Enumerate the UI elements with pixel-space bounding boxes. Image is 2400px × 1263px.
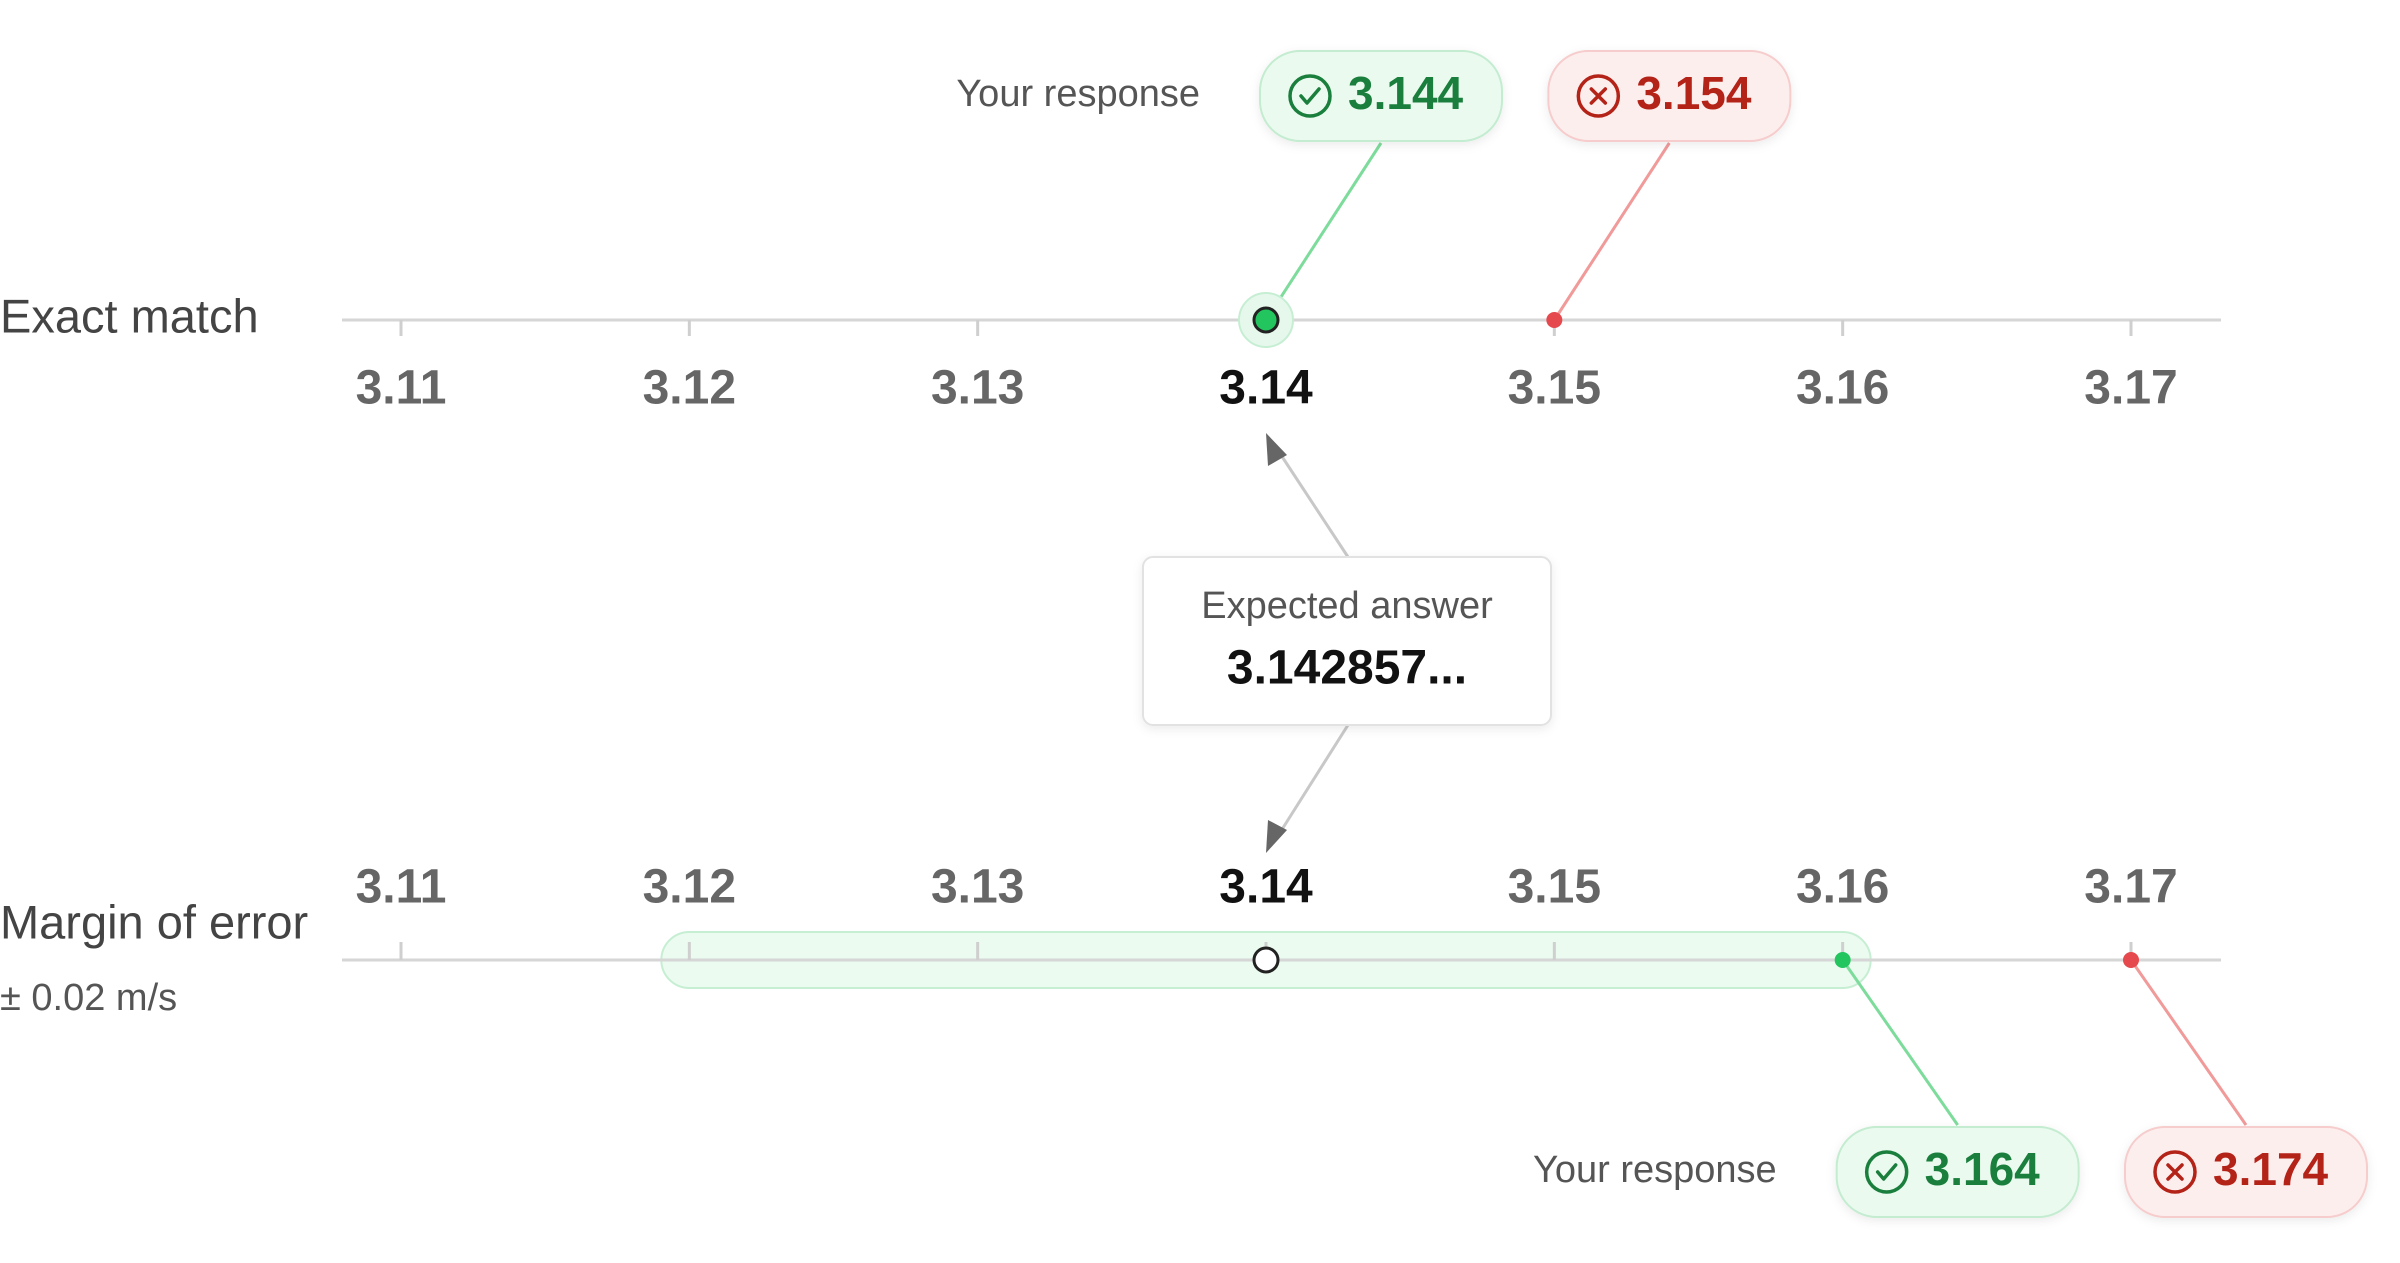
tick-label: 3.13 [931, 362, 1024, 415]
response-pill [2124, 1126, 2368, 1218]
response-dot [1252, 306, 1280, 334]
status-icon [1288, 74, 1332, 118]
scale-label: Margin of error [0, 895, 308, 948]
arrow-head [1266, 433, 1287, 466]
status-icon [2153, 1150, 2197, 1194]
response-label: Your response [956, 73, 1200, 115]
tick-label: 3.13 [931, 861, 1024, 914]
response-pill [1547, 50, 1792, 142]
scale-label: Exact match [0, 289, 259, 342]
tick-label: 3.11 [356, 861, 447, 914]
response-label: Your response [1533, 1149, 1777, 1191]
tick-label: 3.17 [2084, 362, 2177, 415]
connector [2129, 959, 2248, 1126]
scale-sublabel: ± 0.02 m/s [0, 977, 177, 1019]
arrow-line [1279, 724, 1350, 832]
response-dot [2123, 952, 2139, 968]
connector [1841, 959, 1959, 1126]
connector [1264, 142, 1383, 321]
status-icon [1576, 74, 1621, 118]
expected-box [1142, 556, 1552, 726]
tick-label: 3.11 [356, 362, 447, 415]
response-dot [1834, 952, 1851, 968]
check-icon [1875, 1163, 1898, 1181]
check-icon [1299, 87, 1321, 105]
expected-value: 3.142857... [1227, 642, 1467, 695]
response-dot [1546, 312, 1563, 328]
tick-label: 3.12 [643, 362, 736, 415]
expected-marker [1252, 946, 1280, 974]
x-icon [1589, 87, 1608, 105]
response-pill [1259, 50, 1503, 142]
arrow-head [1266, 820, 1287, 853]
response-value: 3.154 [1636, 67, 1752, 119]
tick-label: 3.15 [1508, 861, 1601, 914]
x-icon [2166, 1163, 2184, 1181]
tick-label: 3.16 [1796, 861, 1889, 914]
tick-label: 3.16 [1796, 362, 1889, 415]
tick-label: 3.14 [1219, 861, 1313, 914]
response-value: 3.174 [2213, 1143, 2329, 1195]
status-icon [1864, 1150, 1909, 1194]
expected-label: Expected answer [1201, 585, 1493, 627]
arrow-line [1279, 454, 1350, 558]
connector [1553, 142, 1671, 321]
response-value: 3.144 [1348, 67, 1464, 119]
tick-label: 3.14 [1219, 362, 1313, 415]
response-value: 3.164 [1925, 1143, 2041, 1195]
response-pill [1835, 1126, 2080, 1218]
tick-label: 3.17 [2084, 861, 2177, 914]
tick-label: 3.15 [1508, 362, 1601, 415]
tick-label: 3.12 [643, 861, 736, 914]
